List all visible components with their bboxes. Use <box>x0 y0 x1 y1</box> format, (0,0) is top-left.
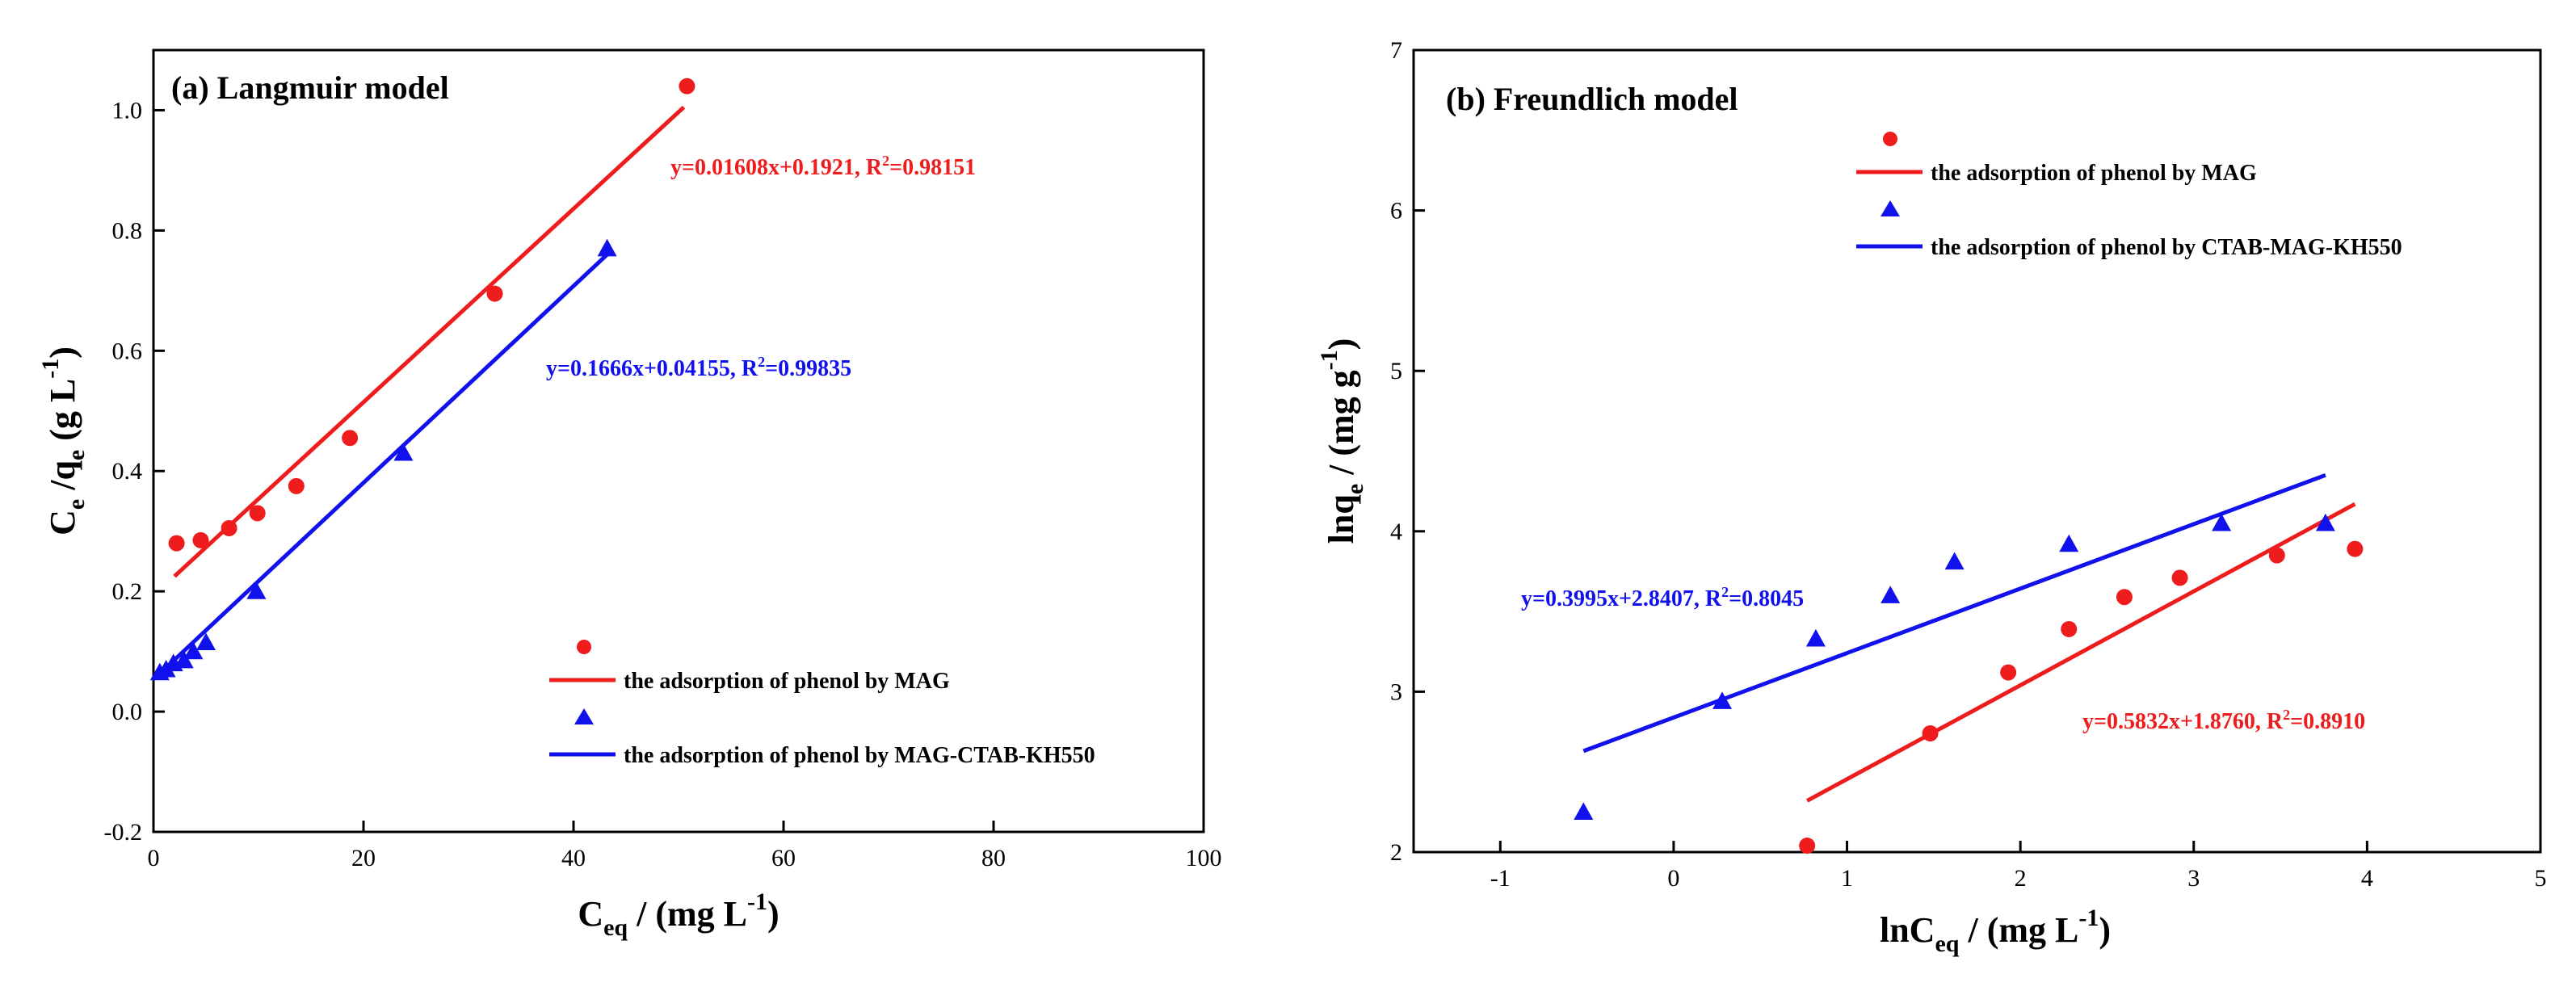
freundlich-mag-point <box>2347 540 2364 557</box>
freundlich-mag-point <box>2116 589 2133 606</box>
freundlich-ctab-point <box>1712 691 1733 709</box>
langmuir-y-tick-label: 0.6 <box>112 338 143 364</box>
freundlich-mag-equation: y=0.5832x+1.8760, R2=0.8910 <box>2082 707 2365 734</box>
freundlich-ctab-point <box>1574 802 1594 820</box>
freundlich-panel-title: (b) Freundlich model <box>1446 81 1738 117</box>
freundlich-y-tick-label: 7 <box>1390 37 1402 64</box>
langmuir-y-tick-label: 0.4 <box>112 458 143 485</box>
legend-mag-label: the adsorption of phenol by MAG <box>1931 161 2257 186</box>
legend-ctab-triangle-marker <box>1881 200 1900 216</box>
langmuir-x-tick-label: 60 <box>771 845 796 871</box>
freundlich-panel: -1 0 1 2 3 4 5 2 3 4 5 6 7 (b) Freundlich model the … <box>1316 37 2547 957</box>
freundlich-fit-lines <box>1582 472 2356 803</box>
freundlich-y-tick-label: 4 <box>1390 519 1402 545</box>
freundlich-x-tick-label: 0 <box>1667 865 1679 892</box>
langmuir-fit-lines <box>156 105 686 678</box>
freundlich-ctab-point <box>1881 586 1901 603</box>
langmuir-x-axis-label: Ceq / (mg L-1) <box>578 888 779 941</box>
langmuir-mag-point <box>249 505 266 522</box>
freundlich-data-points <box>1574 513 2364 855</box>
freundlich-legend: the adsorption of phenol by MAG the adso… <box>1856 132 2402 260</box>
freundlich-x-tick-label: 5 <box>2535 865 2547 892</box>
langmuir-y-tick-label: 0.0 <box>112 699 143 725</box>
langmuir-y-tick-label: 0.8 <box>112 217 143 244</box>
freundlich-ctab-fit-line <box>1582 472 2326 754</box>
freundlich-mag-point <box>2268 547 2285 564</box>
freundlich-y-tick-label: 5 <box>1390 358 1402 384</box>
langmuir-ticks: 0 20 40 60 80 100 -0.2 0.0 0.2 0.4 0.6 0.8 1.0 <box>104 97 1222 871</box>
langmuir-x-tick-label: 20 <box>351 845 376 871</box>
freundlich-x-tick-label: 1 <box>1841 865 1853 892</box>
langmuir-ctab-point <box>597 238 617 257</box>
langmuir-y-tick-label: -0.2 <box>104 819 143 846</box>
langmuir-x-tick-label: 100 <box>1186 845 1222 871</box>
langmuir-mag-equation: y=0.01608x+0.1921, R2=0.98151 <box>670 153 976 180</box>
langmuir-mag-fit-line <box>173 105 686 578</box>
freundlich-mag-point <box>1922 725 1939 742</box>
legend-mag-circle-marker <box>577 640 591 654</box>
freundlich-ctab-equation: y=0.3995x+2.8407, R2=0.8045 <box>1521 584 1804 611</box>
langmuir-y-tick-label: 1.0 <box>112 97 143 124</box>
langmuir-plot-frame <box>152 48 1205 834</box>
langmuir-ctab-fit-line <box>156 253 609 678</box>
legend-ctab-label: the adsorption of phenol by MAG-CTAB-KH5… <box>624 743 1095 768</box>
freundlich-ctab-point <box>1944 552 1965 570</box>
freundlich-ctab-point <box>2059 534 2079 552</box>
langmuir-mag-point <box>168 535 185 552</box>
legend-ctab-label: the adsorption of phenol by CTAB-MAG-KH5… <box>1931 235 2402 260</box>
langmuir-x-tick-label: 80 <box>981 845 1006 871</box>
freundlich-x-tick-label: 3 <box>2187 865 2200 892</box>
freundlich-mag-point <box>1799 838 1816 855</box>
langmuir-mag-point <box>288 477 305 494</box>
langmuir-data-points <box>149 78 695 681</box>
freundlich-ctab-point <box>2212 513 2232 531</box>
langmuir-ctab-point <box>393 443 414 461</box>
legend-mag-circle-marker <box>1883 132 1897 146</box>
freundlich-x-tick-label: 2 <box>2015 865 2027 892</box>
langmuir-ctab-point <box>196 632 216 651</box>
langmuir-y-axis-label: Ce /qe (g L-1) <box>37 346 90 535</box>
freundlich-mag-point <box>2000 664 2017 681</box>
freundlich-plot-frame <box>1412 48 2542 854</box>
freundlich-y-axis-label: lnqe / (mg g-1) <box>1316 338 1368 544</box>
freundlich-y-tick-label: 2 <box>1390 839 1402 866</box>
freundlich-mag-point <box>2171 569 2188 586</box>
legend-mag-label: the adsorption of phenol by MAG <box>624 669 950 694</box>
langmuir-ctab-point <box>246 582 267 599</box>
freundlich-x-axis-label: lnCeq / (mg L-1) <box>1880 905 2111 957</box>
freundlich-mag-fit-line <box>1805 502 2356 803</box>
freundlich-ctab-point <box>1805 628 1826 647</box>
langmuir-x-tick-label: 40 <box>561 845 586 871</box>
freundlich-y-tick-label: 3 <box>1390 678 1402 705</box>
legend-ctab-triangle-marker <box>574 708 594 724</box>
langmuir-ctab-point <box>183 641 204 660</box>
langmuir-panel: 0 20 40 60 80 100 -0.2 0.0 0.2 0.4 0.6 0.8 1.0 (a) L… <box>37 48 1222 941</box>
langmuir-ctab-point <box>174 650 194 669</box>
langmuir-y-tick-label: 0.2 <box>112 578 143 605</box>
freundlich-ctab-point <box>2315 513 2335 531</box>
freundlich-ticks: -1 0 1 2 3 4 5 2 3 4 5 6 7 <box>1390 37 2547 892</box>
freundlich-x-tick-label: -1 <box>1490 865 1511 892</box>
langmuir-mag-point <box>679 78 695 94</box>
freundlich-y-tick-label: 6 <box>1390 198 1402 225</box>
langmuir-mag-point <box>221 519 237 536</box>
langmuir-x-tick-label: 0 <box>148 845 160 871</box>
freundlich-x-tick-label: 4 <box>2361 865 2373 892</box>
langmuir-mag-point <box>486 285 503 302</box>
freundlich-mag-point <box>2061 620 2078 637</box>
langmuir-mag-point <box>342 430 359 447</box>
langmuir-mag-point <box>192 531 209 548</box>
langmuir-ctab-equation: y=0.1666x+0.04155, R2=0.99835 <box>546 354 851 381</box>
langmuir-legend: the adsorption of phenol by MAG the adso… <box>549 640 1095 768</box>
langmuir-panel-title: (a) Langmuir model <box>171 69 449 106</box>
